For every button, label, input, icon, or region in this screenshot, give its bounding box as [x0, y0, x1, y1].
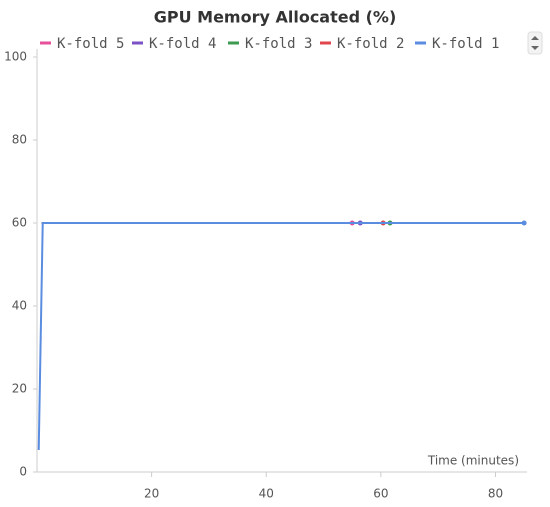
y-tick-label: 100 [4, 50, 27, 64]
x-tick-label: 20 [144, 487, 159, 501]
chart-title: GPU Memory Allocated (%) [154, 8, 397, 27]
legend-label: K-fold 1 [432, 36, 499, 52]
x-tick-label: 40 [259, 487, 274, 501]
x-tick-label: 60 [373, 487, 388, 501]
y-tick-label: 20 [12, 382, 27, 396]
y-tick-label: 0 [19, 465, 27, 479]
x-tick-label: 80 [488, 487, 503, 501]
scroll-box[interactable] [527, 31, 543, 55]
y-tick-label: 80 [12, 133, 27, 147]
y-tick-label: 60 [12, 216, 27, 230]
legend-label: K-fold 3 [245, 36, 312, 52]
scroll-arrows[interactable] [531, 36, 539, 50]
legend-label: K-fold 2 [337, 36, 404, 52]
series-line [37, 222, 525, 451]
legend-label: K-fold 4 [149, 36, 216, 52]
legend-label: K-fold 5 [57, 36, 124, 52]
x-axis-label: Time (minutes) [427, 454, 519, 468]
legend-scroll[interactable] [527, 31, 543, 55]
y-tick-label: 40 [12, 299, 27, 313]
end-point [521, 220, 527, 226]
